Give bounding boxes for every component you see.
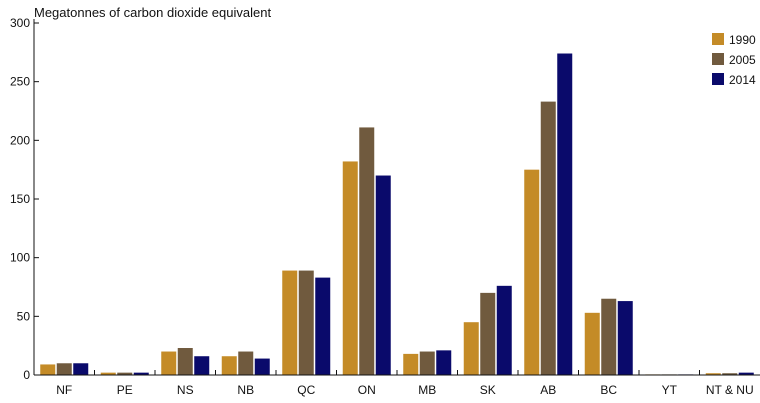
bar-nf-1990	[40, 364, 56, 375]
y-tick-label: 50	[17, 309, 31, 323]
bar-nt-nu-1990	[705, 373, 721, 375]
bar-bc-2014	[617, 301, 633, 375]
legend-label-1990: 1990	[729, 33, 756, 47]
bar-pe-2014	[133, 372, 149, 375]
y-axis-label: Megatonnes of carbon dioxide equivalent	[34, 5, 271, 20]
bar-mb-2005	[419, 351, 435, 375]
bar-ab-2005	[540, 101, 556, 376]
bar-nt-nu-2005	[722, 373, 738, 375]
y-tick-label: 100	[10, 251, 30, 265]
x-tick-label: AB	[540, 383, 556, 397]
bar-sk-1990	[463, 322, 479, 375]
bar-nf-2005	[56, 363, 72, 375]
y-tick-label: 0	[23, 368, 30, 382]
bar-ns-1990	[161, 351, 177, 375]
bar-ns-2005	[177, 348, 193, 375]
bar-nt-nu-2014	[738, 372, 754, 375]
x-tick-label: ON	[358, 383, 376, 397]
bar-on-2014	[375, 175, 391, 375]
x-tick-label: NB	[237, 383, 254, 397]
y-tick-label: 300	[10, 16, 30, 30]
bar-mb-2014	[436, 350, 452, 375]
bar-ns-2014	[194, 356, 210, 375]
bar-qc-2014	[315, 277, 331, 375]
bar-bc-1990	[584, 312, 600, 375]
y-tick-label: 250	[10, 75, 30, 89]
x-tick-label: MB	[418, 383, 436, 397]
x-tick-label: BC	[600, 383, 617, 397]
axes-group: 0 50 100 150 200 250 300 NF PE NS NB QC ON MB SK AB BC YT…	[10, 16, 760, 397]
y-tick-label: 200	[10, 133, 30, 147]
bar-nf-2014	[73, 363, 89, 375]
legend: 1990 2005 2014	[712, 33, 756, 87]
bar-bc-2005	[601, 298, 617, 375]
legend-swatch-1990	[712, 33, 724, 45]
y-tick-label: 150	[10, 192, 30, 206]
bar-pe-2005	[117, 372, 133, 375]
bar-mb-1990	[403, 353, 419, 375]
legend-label-2014: 2014	[729, 73, 756, 87]
legend-swatch-2005	[712, 53, 724, 65]
bar-qc-1990	[282, 270, 298, 375]
bar-sk-2014	[496, 285, 512, 375]
legend-swatch-2014	[712, 73, 724, 85]
x-tick-label: NF	[56, 383, 72, 397]
bars-group	[40, 53, 754, 376]
bar-on-1990	[342, 161, 358, 375]
bar-on-2005	[359, 127, 375, 376]
bar-nb-2005	[238, 351, 254, 375]
bar-ab-2014	[557, 53, 573, 375]
x-tick-label: PE	[117, 383, 133, 397]
bar-ab-1990	[524, 169, 540, 375]
bar-nb-1990	[221, 356, 237, 375]
bar-nb-2014	[254, 358, 270, 375]
x-tick-label: YT	[662, 383, 678, 397]
x-tick-label: SK	[480, 383, 496, 397]
bar-qc-2005	[298, 270, 314, 375]
x-tick-label: NS	[177, 383, 194, 397]
bar-pe-1990	[100, 372, 116, 375]
x-tick-label: QC	[297, 383, 315, 397]
legend-label-2005: 2005	[729, 53, 756, 67]
x-tick-label: NT & NU	[706, 383, 754, 397]
bar-sk-2005	[480, 292, 496, 375]
